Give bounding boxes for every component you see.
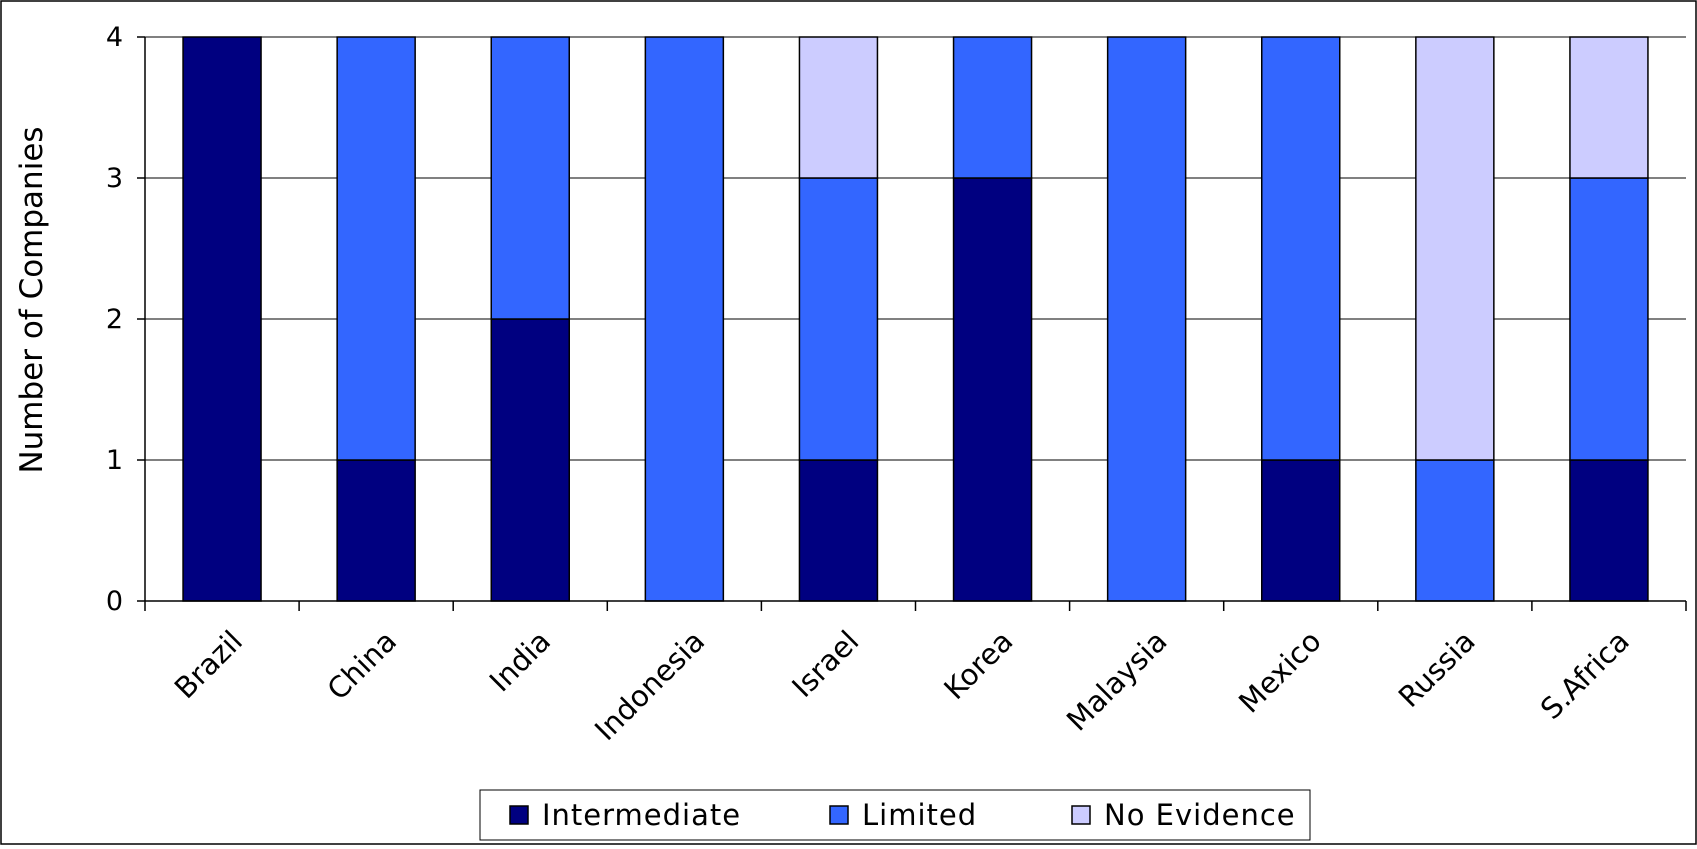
- bar-segment: [1569, 177, 1649, 461]
- bar-segment: [952, 177, 1033, 602]
- bar-segment: [798, 36, 879, 179]
- bar-segment: [336, 36, 416, 461]
- bar-segment: [336, 459, 416, 602]
- legend-label: Intermediate: [542, 798, 741, 832]
- legend-swatch: [509, 805, 529, 825]
- legend-swatch: [829, 805, 849, 825]
- bars: [182, 36, 1649, 602]
- y-tick-labels: 0 1 2 3 4: [106, 22, 123, 617]
- y-tick-label: 0: [106, 586, 123, 617]
- legend-label: No Evidence: [1104, 798, 1296, 832]
- y-tick-label: 1: [106, 445, 123, 476]
- legend-swatch: [1071, 805, 1091, 825]
- legend-label: Limited: [862, 798, 977, 832]
- bar-segment: [490, 318, 570, 602]
- y-tick-label: 2: [106, 304, 123, 335]
- bar-segment: [798, 177, 879, 461]
- legend: Intermediate Limited No Evidence: [479, 789, 1311, 841]
- bar-segment: [1106, 36, 1187, 602]
- y-tick-label: 3: [106, 163, 123, 194]
- bar-segment: [644, 36, 725, 602]
- axes: [137, 36, 1687, 611]
- y-axis-label: Number of Companies: [14, 126, 50, 473]
- bar-segment: [1415, 459, 1495, 602]
- bar-segment: [1261, 36, 1341, 461]
- bar-segment: [1569, 36, 1649, 179]
- legend-box: [479, 789, 1311, 841]
- bar-segment: [798, 459, 879, 602]
- y-tick-label: 4: [106, 22, 123, 53]
- bar-segment: [182, 36, 262, 602]
- bar-segment: [952, 36, 1033, 179]
- bar-segment: [1261, 459, 1341, 602]
- bar-segment: [490, 36, 570, 320]
- bar-segment: [1569, 459, 1649, 602]
- bar-segment: [1415, 36, 1495, 461]
